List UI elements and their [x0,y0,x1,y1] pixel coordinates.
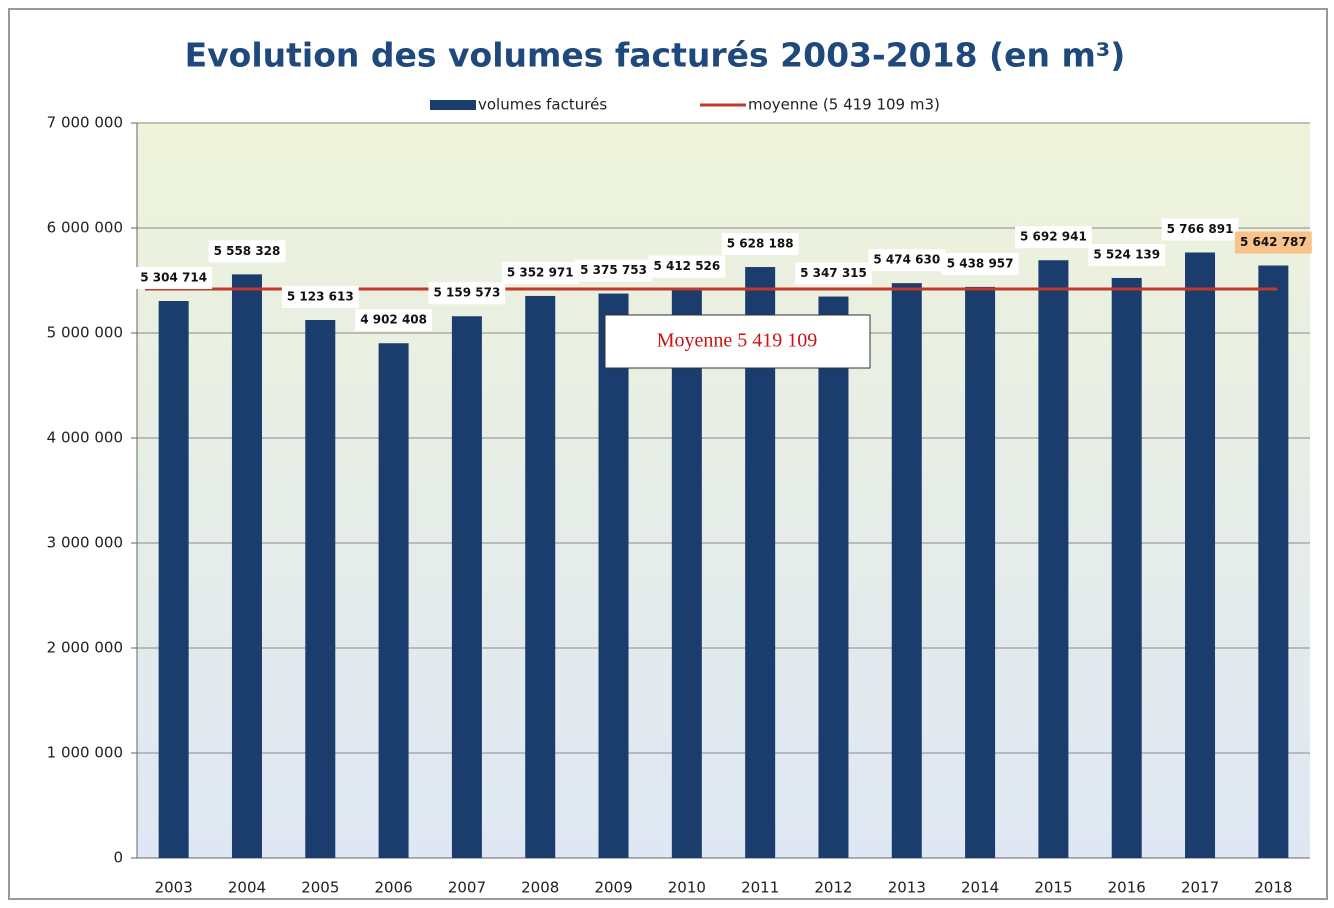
y-tick-label: 3 000 000 [47,534,123,552]
x-tick-label: 2016 [1108,879,1146,897]
x-tick-label: 2014 [961,879,999,897]
y-tick-label: 7 000 000 [47,114,123,132]
y-tick-label: 4 000 000 [47,429,123,447]
bar [671,289,702,858]
x-tick-label: 2007 [448,879,486,897]
value-label: 5 159 573 [434,286,501,300]
bar [305,320,336,858]
value-label-bg [648,255,726,278]
y-tick-label: 0 [113,849,123,867]
x-tick-label: 2011 [741,879,779,897]
value-label: 5 692 941 [1020,230,1087,244]
value-label: 4 902 408 [360,313,427,327]
x-tick-label: 2004 [228,879,266,897]
value-label: 5 375 753 [580,263,647,277]
value-label: 5 412 526 [653,259,720,273]
bar [1038,260,1069,858]
y-tick-label: 6 000 000 [47,219,123,237]
y-tick-label: 5 000 000 [47,324,123,342]
bar [158,301,189,859]
x-tick-label: 2012 [814,879,852,897]
value-label-bg [1161,218,1239,241]
value-label-bg [428,282,506,305]
y-tick-label: 1 000 000 [47,744,123,762]
value-label-bg [1088,243,1166,266]
value-label: 5 642 787 [1240,235,1307,249]
legend-label: volumes facturés [478,96,607,114]
value-label-bg [868,249,946,272]
value-label: 5 123 613 [287,290,354,304]
value-label-bg [1015,226,1092,249]
value-label: 5 352 971 [507,265,574,279]
x-tick-label: 2015 [1034,879,1072,897]
x-tick-label: 2017 [1181,879,1219,897]
annotation: Moyenne 5 419 109 [657,330,818,352]
x-tick-label: 2018 [1254,879,1292,897]
value-label-bg [941,252,1019,275]
value-label: 5 347 315 [800,266,867,280]
value-label-bg [501,261,579,284]
value-label: 5 474 630 [873,253,940,267]
bar [451,316,482,858]
value-label-bg [1234,231,1312,254]
value-label-bg [355,309,432,332]
value-label-bg [135,267,213,290]
value-label: 5 438 957 [947,256,1014,270]
x-tick-label: 2010 [668,879,706,897]
bar [965,286,996,858]
value-label: 5 304 714 [140,271,207,285]
x-tick-label: 2008 [521,879,559,897]
value-label-bg [795,262,872,285]
x-tick-label: 2009 [594,879,632,897]
x-tick-label: 2013 [888,879,926,897]
annotation-box [604,314,871,369]
bar [818,296,849,858]
bar [231,274,262,858]
bar [1185,252,1216,858]
x-tick-label: 2003 [155,879,193,897]
bar [1258,265,1289,859]
x-tick-label: 2006 [375,879,413,897]
value-label: 5 628 188 [727,237,794,251]
value-label-bg [721,233,799,256]
y-tick-label: 2 000 000 [47,639,123,657]
bar [598,293,629,859]
legend-label: moyenne (5 419 109 m3) [748,96,940,114]
chart-title: Evolution des volumes facturés 2003-2018… [185,36,1126,75]
value-label: 5 766 891 [1167,222,1234,236]
value-label: 5 524 139 [1093,247,1160,261]
value-label-bg [208,240,286,263]
x-tick-label: 2005 [301,879,339,897]
value-label-bg [575,259,652,282]
value-label: 5 558 328 [214,244,281,258]
bar [1111,277,1142,858]
bar [525,295,556,858]
legend-swatch [430,100,476,110]
bar [891,283,922,859]
bar [378,343,409,858]
value-label-bg [281,286,359,309]
